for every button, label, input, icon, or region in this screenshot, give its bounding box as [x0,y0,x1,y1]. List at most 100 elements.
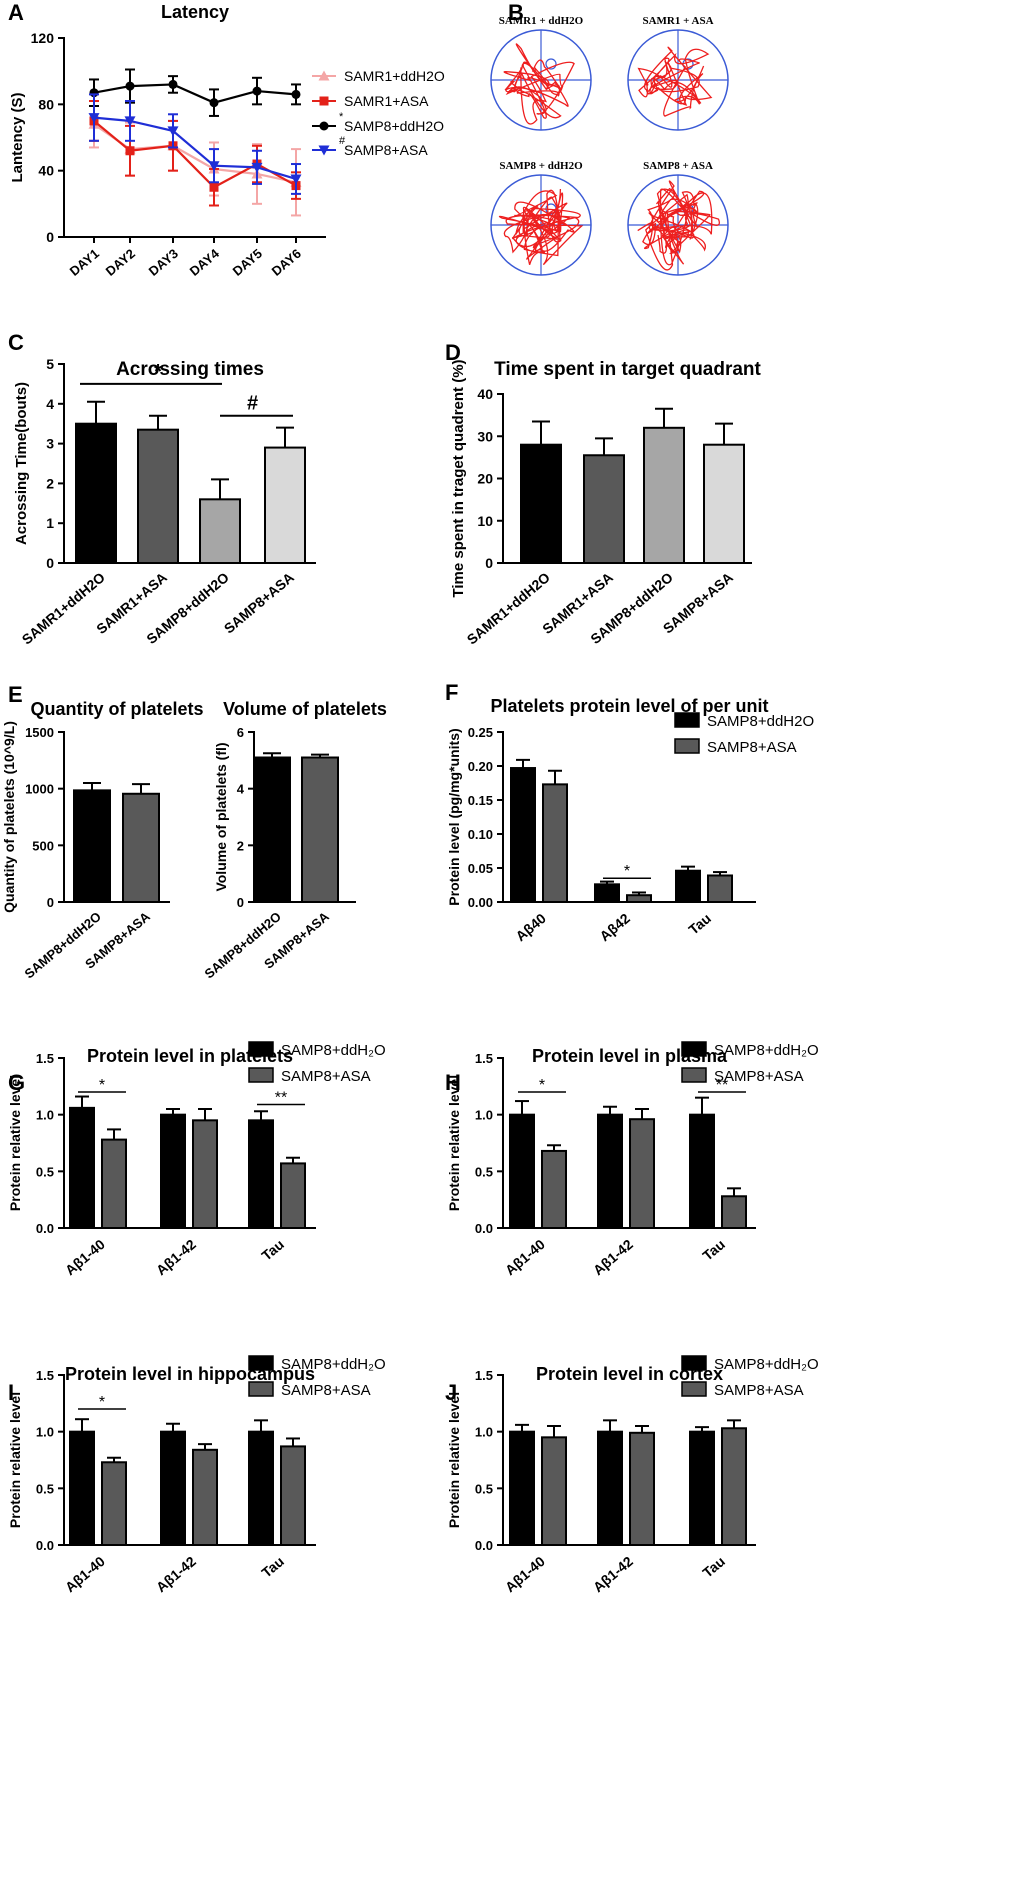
panel-a: 0 40 80 120 Lantency (S) Latency A DAY1 DAY2 DAY3… [8,0,445,279]
bar [75,422,117,565]
legend-label: SAMP8+ASA [344,142,428,158]
panel-i: 0.0 0.5 1.0 1.5 Protein relative level Protei… [7,1355,386,1595]
bar [248,1430,274,1546]
data-point [319,121,329,131]
y-tick-label: 0 [46,229,54,245]
legend-mark: * [339,111,344,123]
legend-swatch [681,1067,707,1083]
bar [264,446,306,564]
bar [629,1118,655,1229]
x-tick-label: Aβ1-40 [62,1236,108,1278]
bar [69,1430,95,1546]
bar [160,1113,186,1229]
bar [542,783,568,903]
legend-swatch [248,1355,274,1371]
bar [280,1445,306,1547]
pool-label: SAMP8 + ddH2O [499,160,583,172]
y-tick-label: 1.5 [36,1368,54,1383]
significance-label: ** [716,1077,728,1094]
y-tick-label: 40 [477,386,493,402]
y-tick-label: 3 [46,436,54,452]
bar [192,1119,218,1230]
panel-letter: A [8,0,24,25]
panel-c: 0 1 2 3 4 5 Acrossing Time(bouts) Acrossing tim… [8,330,316,648]
y-axis-label: Protein relative level [7,1075,23,1211]
x-tick-label: DAY3 [146,246,181,279]
y-tick-label: 1.0 [475,1108,493,1123]
legend-label: SAMP8+ddH₂O [714,1042,819,1059]
bar [192,1448,218,1547]
x-tick-label: Tau [699,1553,728,1581]
y-axis-label: Protein relative level [446,1392,462,1528]
legend-swatch [674,738,700,754]
chart-title: Protein level in platelets [87,1046,293,1066]
chart-title: Latency [161,2,229,22]
panel-f: 0.00 0.05 0.10 0.15 0.20 0.25 Protein level (p… [445,680,814,944]
bar [689,1430,715,1546]
data-point [318,70,330,81]
bar [301,756,339,903]
x-tick-label: Tau [699,1236,728,1264]
legend-label: SAMP8+ASA [281,1068,371,1085]
bar [509,1113,535,1229]
y-axis-label: Lantency (S) [9,92,26,182]
data-point [88,113,100,124]
bar [721,1427,747,1547]
pool-label: SAMR1 + ddH2O [499,15,584,27]
bar [520,443,562,565]
y-tick-label: 40 [38,163,54,179]
y-tick-label: 20 [477,471,493,487]
bar [597,1113,623,1229]
chart-title: Volume of platelets [223,699,387,719]
y-tick-label: 30 [477,428,493,444]
y-tick-label: 1.5 [36,1051,54,1066]
y-tick-label: 1 [46,515,54,531]
data-point [209,182,219,192]
significance-label: * [99,1394,105,1411]
significance-label: * [99,1077,105,1094]
data-point [251,162,263,173]
bar [597,1430,623,1546]
x-tick-label: Aβ1-40 [502,1236,548,1278]
legend-label: SAMP8+ddH2O [707,713,814,730]
significance-label: # [247,393,258,415]
y-tick-label: 1.0 [475,1425,493,1440]
data-point [291,89,301,99]
y-tick-label: 0.0 [475,1538,493,1553]
bar [689,1113,715,1229]
bar [541,1436,567,1547]
bar [101,1461,127,1547]
y-axis-label: Protein level (pg/mg*units) [446,728,462,905]
y-tick-label: 0.5 [475,1481,493,1496]
y-tick-label: 4 [46,396,54,412]
panel-letter: G [8,1070,25,1095]
y-tick-label: 1.5 [475,1368,493,1383]
legend-label: SAMP8+ASA [707,739,797,756]
y-tick-label: 80 [38,96,54,112]
legend-label: SAMP8+ASA [714,1382,804,1399]
legend-swatch [674,712,700,728]
x-tick-label: SAMR1+ddH2O [464,569,553,648]
y-tick-label: 4 [237,782,245,797]
bar [703,443,745,565]
x-tick-label: DAY1 [67,246,102,279]
data-point [209,98,219,108]
panel-h: 0.0 0.5 1.0 1.5 Protein relative level Protei… [445,1041,819,1278]
legend-swatch [681,1355,707,1371]
y-tick-label: 1500 [25,725,54,740]
y-tick-label: 6 [237,725,244,740]
data-point [319,96,329,106]
chart-title: Acrossing times [116,359,264,380]
bar [160,1430,186,1546]
significance-label: * [154,361,162,383]
pool-label: SAMR1 + ASA [642,15,713,27]
panel-letter: C [8,330,24,355]
swim-path [498,188,584,266]
x-tick-label: Tau [685,910,714,938]
y-tick-label: 0.20 [468,759,493,774]
y-tick-label: 0 [485,555,493,571]
legend-label: SAMR1+ddH2O [344,68,445,84]
x-tick-label: Aβ40 [512,910,549,944]
y-tick-label: 0 [46,555,54,571]
